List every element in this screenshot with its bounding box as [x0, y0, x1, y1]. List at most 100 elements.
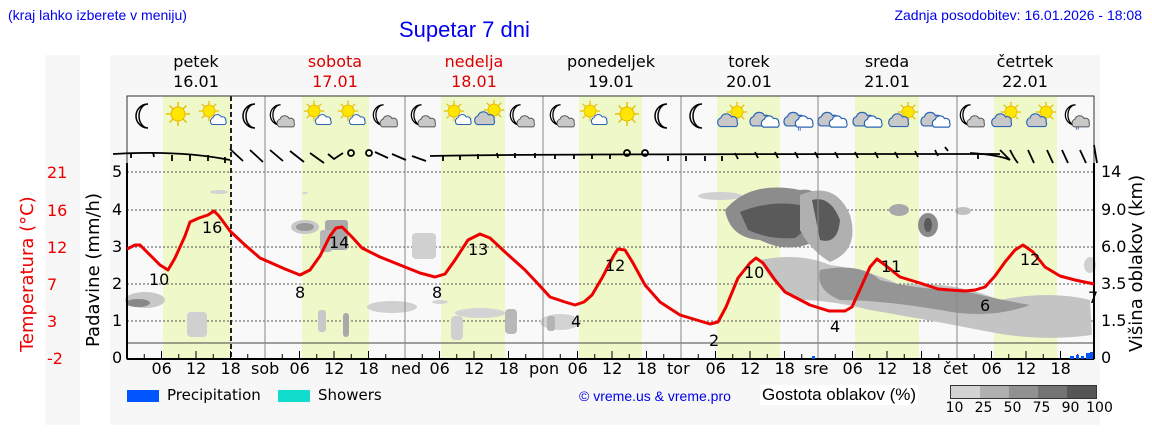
- temp-max-label: 16: [202, 218, 223, 237]
- temp-max-label: 11: [881, 257, 902, 276]
- hour-label: 18: [358, 359, 379, 378]
- svg-text:": ": [797, 127, 802, 138]
- last-updated: Zadnja posodobitev: 16.01.2026 - 18:08: [894, 7, 1142, 23]
- cloud-height-tick: 14: [1101, 162, 1122, 181]
- temp-min-label: 4: [571, 312, 582, 331]
- cloud-density-swatch: [1009, 386, 1038, 398]
- cloud-density-level: 25: [974, 400, 993, 416]
- hour-label: 06: [981, 359, 1002, 378]
- temp-min-label: 10: [149, 270, 170, 289]
- hour-label: 12: [877, 359, 898, 378]
- temp-tick: -2: [47, 349, 63, 368]
- cloud-height-tick: 6.0: [1101, 237, 1127, 256]
- precip-tick: 1: [112, 311, 123, 330]
- hour-label: 12: [464, 359, 485, 378]
- day-header: četrtek 22.01: [955, 52, 1095, 92]
- day-abbr-label: tor: [667, 359, 690, 378]
- day-abbr-label: sre: [804, 359, 829, 378]
- temp-max-label: 12: [605, 256, 626, 275]
- svg-text:": ": [1075, 126, 1080, 137]
- hour-ticks: [143, 351, 1079, 359]
- hour-label: 12: [740, 359, 761, 378]
- cloud-height-tick: 1.5: [1101, 311, 1127, 330]
- cloud-density-level: 100: [1086, 400, 1113, 416]
- temp-min-label: 8: [295, 283, 306, 302]
- day-date: 17.01: [312, 72, 358, 91]
- day-date: 18.01: [451, 72, 497, 91]
- hour-label: 18: [636, 359, 657, 378]
- day-header: petek 16.01: [126, 52, 266, 92]
- hour-label: 06: [429, 359, 450, 378]
- day-name: nedelja: [444, 52, 504, 71]
- hour-label: 06: [705, 359, 726, 378]
- hour-label: 12: [1016, 359, 1037, 378]
- cloud-density-level: 50: [1003, 400, 1022, 416]
- day-abbr-label: pon: [529, 359, 560, 378]
- cloud-height-tick: 9.0: [1101, 200, 1127, 219]
- hour-label: 12: [186, 359, 207, 378]
- temperature-line: [126, 209, 1095, 326]
- day-date: 20.01: [726, 72, 772, 91]
- cloud-density-swatch: [1067, 386, 1096, 398]
- cloudy-drizzle-icon: ": [784, 112, 813, 138]
- temp-end-label: 7: [1088, 288, 1099, 307]
- day-header: torek 20.01: [679, 52, 819, 92]
- day-name: sobota: [307, 52, 363, 71]
- cloud-height-tick: 3.5: [1101, 274, 1127, 293]
- precipitation-swatch: [127, 390, 159, 402]
- cloud-density-swatch: [1038, 386, 1067, 398]
- page-title: Supetar 7 dni: [399, 17, 530, 42]
- copyright-link[interactable]: © vreme.us & vreme.pro: [579, 388, 731, 404]
- cloud-density-swatch: [980, 386, 1009, 398]
- hour-label: 18: [774, 359, 795, 378]
- hour-label: 18: [498, 359, 519, 378]
- day-boundaries: [264, 96, 958, 359]
- moon-cloud-drizzle-icon: ": [1065, 105, 1089, 137]
- hour-label: 18: [220, 359, 241, 378]
- temp-min-label: 8: [432, 283, 443, 302]
- day-name: četrtek: [996, 52, 1054, 71]
- precipitation-bars: [812, 352, 1093, 359]
- day-header: sobota 17.01: [265, 52, 405, 92]
- day-date: 16.01: [173, 72, 219, 91]
- day-header: sreda 21.01: [817, 52, 957, 92]
- hour-label: 12: [602, 359, 623, 378]
- precip-tick: 4: [112, 200, 123, 219]
- precip-tick: 3: [112, 237, 123, 256]
- day-name: torek: [728, 52, 770, 71]
- temperature-axis-panel: [45, 55, 80, 425]
- hour-label: 18: [1050, 359, 1071, 378]
- cloud-density-level: 10: [945, 400, 964, 416]
- day-name: sreda: [864, 52, 910, 71]
- showers-legend-label: Showers: [318, 386, 382, 404]
- day-date: 19.01: [588, 72, 634, 91]
- cloud-density-scale: [950, 385, 1097, 399]
- day-date: 22.01: [1002, 72, 1048, 91]
- cloud-density-areas: [125, 187, 1096, 340]
- hour-label: 18: [911, 359, 932, 378]
- hour-label: 06: [289, 359, 310, 378]
- temp-min-label: 6: [980, 296, 991, 315]
- cloud-density-scale-labels: 10 25 50 75 90 100: [940, 400, 1114, 416]
- location-hint: (kraj lahko izberete v meniju): [8, 7, 187, 23]
- day-abbr-label: sob: [251, 359, 280, 378]
- temp-tick: 7: [47, 275, 58, 294]
- temp-max-label: 10: [744, 263, 765, 282]
- hour-label: 06: [842, 359, 863, 378]
- temp-max-label: 12: [1020, 250, 1041, 269]
- temp-tick: 3: [47, 312, 58, 331]
- sun-icon: [165, 101, 191, 127]
- hour-label: 06: [567, 359, 588, 378]
- day-header: ponedeljek 19.01: [541, 52, 681, 92]
- wind-barbs: [112, 144, 1098, 164]
- cloud-density-title: Gostota oblakov (%): [760, 385, 919, 405]
- temp-max-label: 13: [468, 240, 489, 259]
- day-header: nedelja 18.01: [404, 52, 544, 92]
- temp-max-label: 14: [329, 233, 350, 252]
- cloud-density-swatch: [951, 386, 980, 398]
- cloud-density-level: 90: [1061, 400, 1080, 416]
- temp-min-label: 4: [830, 317, 841, 336]
- temp-min-label: 2: [709, 331, 720, 350]
- sun-icon: [614, 101, 640, 127]
- precip-tick: 2: [112, 274, 123, 293]
